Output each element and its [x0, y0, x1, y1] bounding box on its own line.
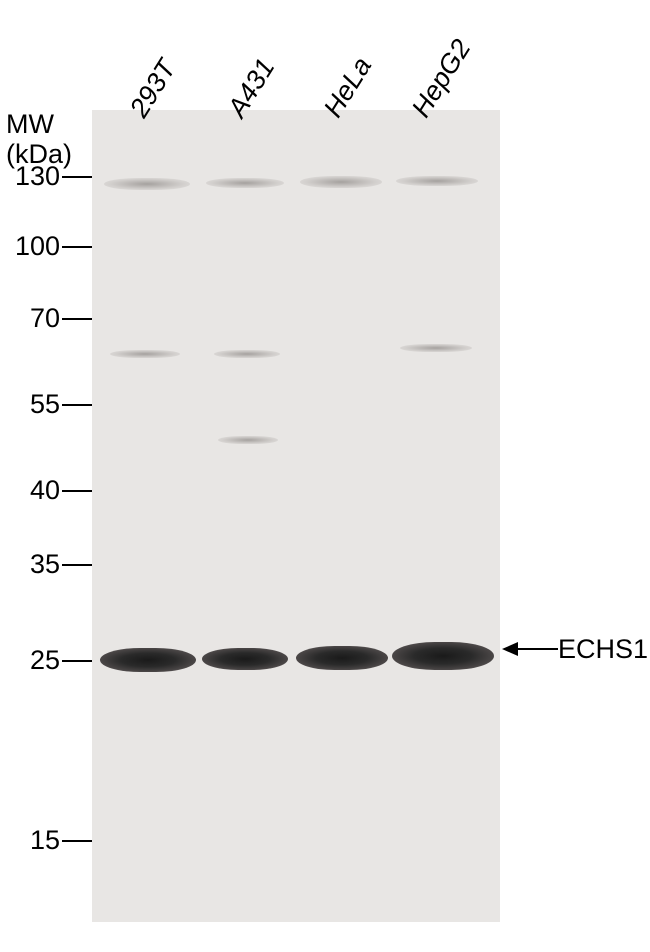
band	[214, 350, 280, 358]
band	[104, 178, 190, 190]
mw-tick-label: 55	[0, 389, 60, 420]
mw-tick-label: 100	[0, 231, 60, 262]
blot-membrane	[92, 110, 500, 922]
mw-tick-line	[62, 490, 92, 492]
mw-tick-label: 25	[0, 645, 60, 676]
mw-tick-label: 35	[0, 549, 60, 580]
target-arrow-head	[502, 642, 518, 656]
mw-tick-line	[62, 318, 92, 320]
band	[206, 178, 284, 188]
band	[110, 350, 180, 358]
mw-tick-label: 15	[0, 825, 60, 856]
mw-tick-line	[62, 840, 92, 842]
band	[100, 648, 196, 672]
mw-tick-line	[62, 660, 92, 662]
band	[400, 344, 472, 352]
mw-tick-label: 40	[0, 475, 60, 506]
band	[296, 646, 388, 670]
mw-tick-label: 130	[0, 161, 60, 192]
mw-tick-line	[62, 246, 92, 248]
band	[396, 176, 478, 186]
target-label: ECHS1	[558, 634, 648, 665]
mw-tick-label: 70	[0, 303, 60, 334]
band	[218, 436, 278, 444]
mw-tick-line	[62, 564, 92, 566]
target-arrow-line	[518, 648, 558, 650]
mw-tick-line	[62, 176, 92, 178]
band	[392, 642, 494, 670]
mw-tick-line	[62, 404, 92, 406]
band	[300, 176, 382, 188]
mw-header-line1: MW	[6, 110, 72, 140]
band	[202, 648, 288, 670]
